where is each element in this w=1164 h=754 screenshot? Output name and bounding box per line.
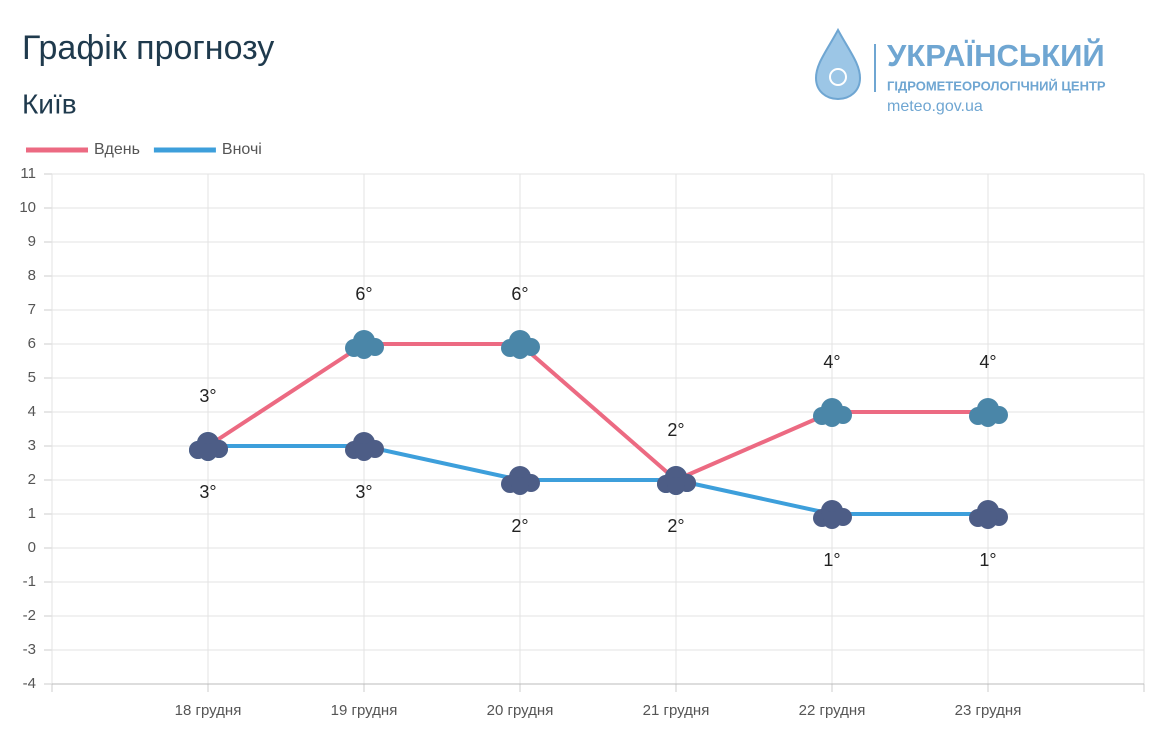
y-tick-label: -2 xyxy=(23,607,36,624)
x-tick-label: 23 грудня xyxy=(955,702,1022,719)
data-label: 6° xyxy=(355,284,372,304)
legend-label: Вдень xyxy=(94,141,140,158)
weather-icon xyxy=(969,398,1008,427)
y-tick-label: 3 xyxy=(28,437,36,454)
y-tick-label: 5 xyxy=(28,369,36,386)
data-label: 3° xyxy=(199,386,216,406)
x-tick-label: 20 грудня xyxy=(487,702,554,719)
weather-icon xyxy=(189,432,228,461)
y-tick-label: 8 xyxy=(28,267,36,284)
chart-subtitle: Київ xyxy=(22,88,77,119)
logo-name: УКРАЇНСЬКИЙ xyxy=(887,37,1105,73)
x-tick-label: 19 грудня xyxy=(331,702,398,719)
logo-subname: ГІДРОМЕТЕОРОЛОГІЧНИЙ ЦЕНТР xyxy=(887,78,1106,93)
series-line xyxy=(208,444,988,516)
y-tick-label: 11 xyxy=(20,165,36,182)
x-tick-label: 21 грудня xyxy=(643,702,710,719)
data-label: 1° xyxy=(979,550,996,570)
data-label: 3° xyxy=(355,482,372,502)
data-label: 4° xyxy=(823,352,840,372)
chart-title: Графік прогнозу xyxy=(22,29,274,67)
data-label: 2° xyxy=(667,516,684,536)
y-tick-label: -3 xyxy=(23,641,36,658)
weather-icon xyxy=(969,500,1008,529)
y-tick-label: 4 xyxy=(28,403,36,420)
weather-icon xyxy=(813,500,852,529)
y-tick-label: 7 xyxy=(28,301,36,318)
y-tick-label: 2 xyxy=(28,471,36,488)
data-label: 6° xyxy=(511,284,528,304)
y-tick-label: 1 xyxy=(28,505,36,522)
weather-icon xyxy=(813,398,852,427)
logo: УКРАЇНСЬКИЙ ГІДРОМЕТЕОРОЛОГІЧНИЙ ЦЕНТР m… xyxy=(814,27,1106,115)
y-tick-label: -4 xyxy=(23,675,36,692)
data-label: 2° xyxy=(511,516,528,536)
y-tick-label: -1 xyxy=(23,573,36,590)
logo-mark xyxy=(829,68,847,86)
legend-label: Вночі xyxy=(222,141,262,158)
data-label: 1° xyxy=(823,550,840,570)
logo-drop xyxy=(814,27,862,101)
y-tick-label: 0 xyxy=(28,539,36,556)
weather-icon xyxy=(501,330,540,359)
data-label: 2° xyxy=(667,420,684,440)
data-label: 3° xyxy=(199,482,216,502)
weather-icon xyxy=(345,330,384,359)
data-label: 4° xyxy=(979,352,996,372)
series-line xyxy=(206,342,988,482)
x-tick-label: 22 грудня xyxy=(799,702,866,719)
y-tick-label: 6 xyxy=(28,335,36,352)
weather-icon xyxy=(501,466,540,495)
y-tick-label: 10 xyxy=(19,199,36,216)
y-tick-label: 9 xyxy=(28,233,36,250)
weather-icon xyxy=(657,466,696,495)
weather-icon xyxy=(345,432,384,461)
x-tick-label: 18 грудня xyxy=(175,702,242,719)
logo-site: meteo.gov.ua xyxy=(887,98,983,115)
